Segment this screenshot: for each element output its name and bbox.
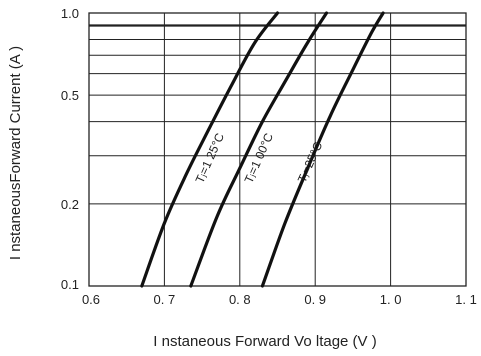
- series-curve-1: [189, 11, 329, 288]
- series-labels: Tⱼ=1 25°C Tⱼ=1 00°C Tⱼ=25°C: [193, 131, 326, 186]
- x-tick-label: 0. 7: [154, 292, 176, 307]
- y-tick-label: 0.5: [61, 88, 79, 103]
- y-axis-label: I nstaneousForward Current (A ): [7, 46, 24, 260]
- series-label-2: Tⱼ=25°C: [295, 139, 326, 185]
- series-label-1: Tⱼ=1 00°C: [242, 131, 277, 186]
- x-tick-label: 0.6: [82, 292, 100, 307]
- x-axis-label: I nstaneous Forward Vo ltage (V ): [153, 333, 376, 350]
- x-tick-label: 0. 8: [229, 292, 251, 307]
- series-label-0: Tⱼ=1 25°C: [193, 131, 228, 186]
- x-tick-label: 1. 0: [380, 292, 402, 307]
- y-tick-label: 0.2: [61, 197, 79, 212]
- x-tick-labels: 0.6 0. 7 0. 8 0. 9 1. 0 1. 1: [82, 292, 477, 307]
- y-tick-label: 0.1: [61, 277, 79, 292]
- series-curves: [140, 11, 385, 288]
- x-tick-label: 0. 9: [304, 292, 326, 307]
- series-curve-0: [140, 11, 280, 288]
- x-tick-label: 1. 1: [455, 292, 477, 307]
- y-tick-labels: 0.1 0.2 0.5 1.0: [61, 6, 79, 292]
- y-tick-label: 1.0: [61, 6, 79, 21]
- series-curve-2: [260, 11, 385, 288]
